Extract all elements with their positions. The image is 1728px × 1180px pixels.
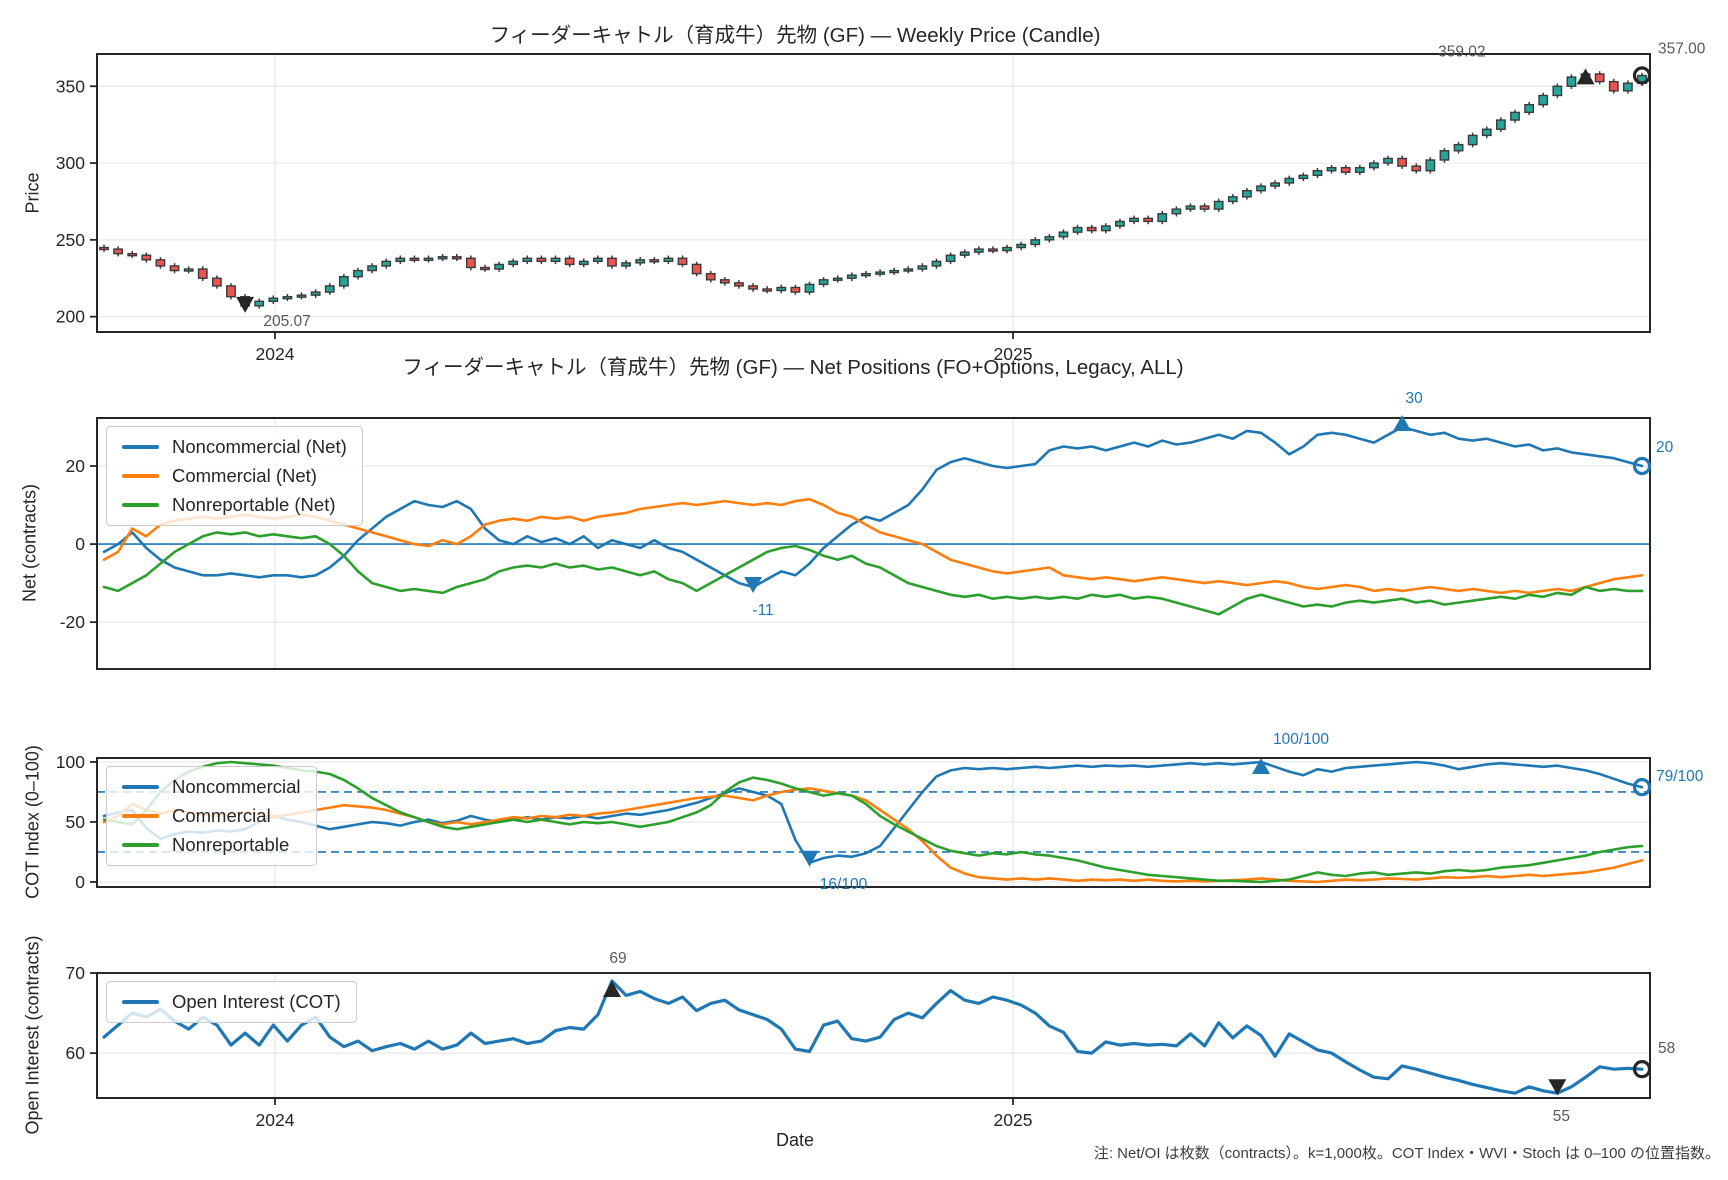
svg-text:55: 55 [1553, 1108, 1570, 1125]
panel-2: -20 0 20 30 -11 20 [60, 390, 1674, 670]
legend-item: Commercial (Net) [122, 465, 347, 487]
svg-text:30: 30 [1406, 390, 1424, 407]
svg-text:69: 69 [609, 950, 626, 967]
svg-text:2024: 2024 [256, 1110, 295, 1130]
legend-line-swatch [122, 474, 159, 478]
panel-1: 200 250 300 350 2024 2025 205.07 359.02 357.00 [56, 41, 1706, 364]
legend-line-swatch [122, 503, 159, 507]
legend-line-swatch [122, 1000, 159, 1004]
footnote: 注: Net/OI は枚数（contracts）。k=1,000枚。COT In… [1093, 1145, 1720, 1162]
legend-label: Noncommercial (Net) [172, 436, 347, 457]
svg-text:100: 100 [56, 752, 85, 772]
svg-text:2024: 2024 [256, 344, 295, 364]
panel-4: 60 70 2024 2025 69 55 58 [66, 950, 1676, 1130]
legend-line-swatch [122, 445, 159, 449]
panel1-title: フィーダーキャトル（育成牛）先物 (GF) — Weekly Price (Ca… [489, 24, 1101, 47]
legend-item: Noncommercial [122, 776, 301, 798]
legend-line-swatch [122, 843, 159, 847]
svg-text:250: 250 [56, 230, 85, 250]
svg-text:2025: 2025 [994, 1110, 1033, 1130]
open-interest-axis-label: Open Interest (contracts) [22, 935, 43, 1135]
legend-panel-2: Noncommercial (Net) Commercial (Net) Nonre… [106, 426, 363, 526]
legend-item: Open Interest (COT) [122, 991, 341, 1013]
legend-line-swatch [122, 785, 159, 789]
svg-text:350: 350 [56, 76, 85, 96]
net-axis-label: Net (contracts) [19, 483, 40, 603]
legend-item: Noncommercial (Net) [122, 436, 347, 458]
legend-panel-4: Open Interest (COT) [106, 981, 357, 1023]
panel2-title: フィーダーキャトル（育成牛）先物 (GF) — Net Positions (F… [402, 356, 1184, 379]
svg-text:200: 200 [56, 307, 85, 327]
legend-item: Nonreportable (Net) [122, 494, 347, 516]
legend-label: Commercial [172, 805, 271, 826]
legend-label: Commercial (Net) [172, 465, 317, 486]
svg-text:-20: -20 [60, 612, 86, 632]
panel-3: 0 50 100 100/100 16/100 79/100 [56, 731, 1704, 893]
svg-text:58: 58 [1658, 1040, 1675, 1057]
svg-text:50: 50 [66, 812, 86, 832]
svg-text:0: 0 [75, 534, 85, 554]
svg-text:79/100: 79/100 [1656, 768, 1704, 785]
legend-label: Noncommercial [172, 776, 301, 797]
svg-text:359.02: 359.02 [1438, 43, 1485, 60]
svg-text:357.00: 357.00 [1658, 41, 1706, 58]
svg-text:20: 20 [1656, 439, 1674, 456]
svg-text:-11: -11 [752, 602, 773, 619]
svg-text:100/100: 100/100 [1273, 731, 1329, 748]
legend-panel-3: Noncommercial Commercial Nonreportable [106, 766, 317, 866]
price-axis-label: Price [22, 172, 43, 214]
svg-text:20: 20 [66, 456, 86, 476]
svg-text:16/100: 16/100 [820, 876, 868, 893]
svg-text:70: 70 [66, 963, 86, 983]
legend-item: Nonreportable [122, 834, 301, 856]
cot-index-axis-label: COT Index (0–100) [22, 745, 43, 899]
svg-text:2025: 2025 [994, 344, 1033, 364]
legend-item: Commercial [122, 805, 301, 827]
svg-text:60: 60 [66, 1043, 86, 1063]
svg-text:205.07: 205.07 [263, 313, 310, 330]
svg-text:300: 300 [56, 153, 85, 173]
date-axis-label: Date [775, 1130, 815, 1150]
legend-label: Nonreportable [172, 834, 290, 855]
legend-label: Nonreportable (Net) [172, 494, 336, 515]
svg-text:0: 0 [75, 872, 85, 892]
legend-label: Open Interest (COT) [172, 991, 341, 1012]
legend-line-swatch [122, 814, 159, 818]
